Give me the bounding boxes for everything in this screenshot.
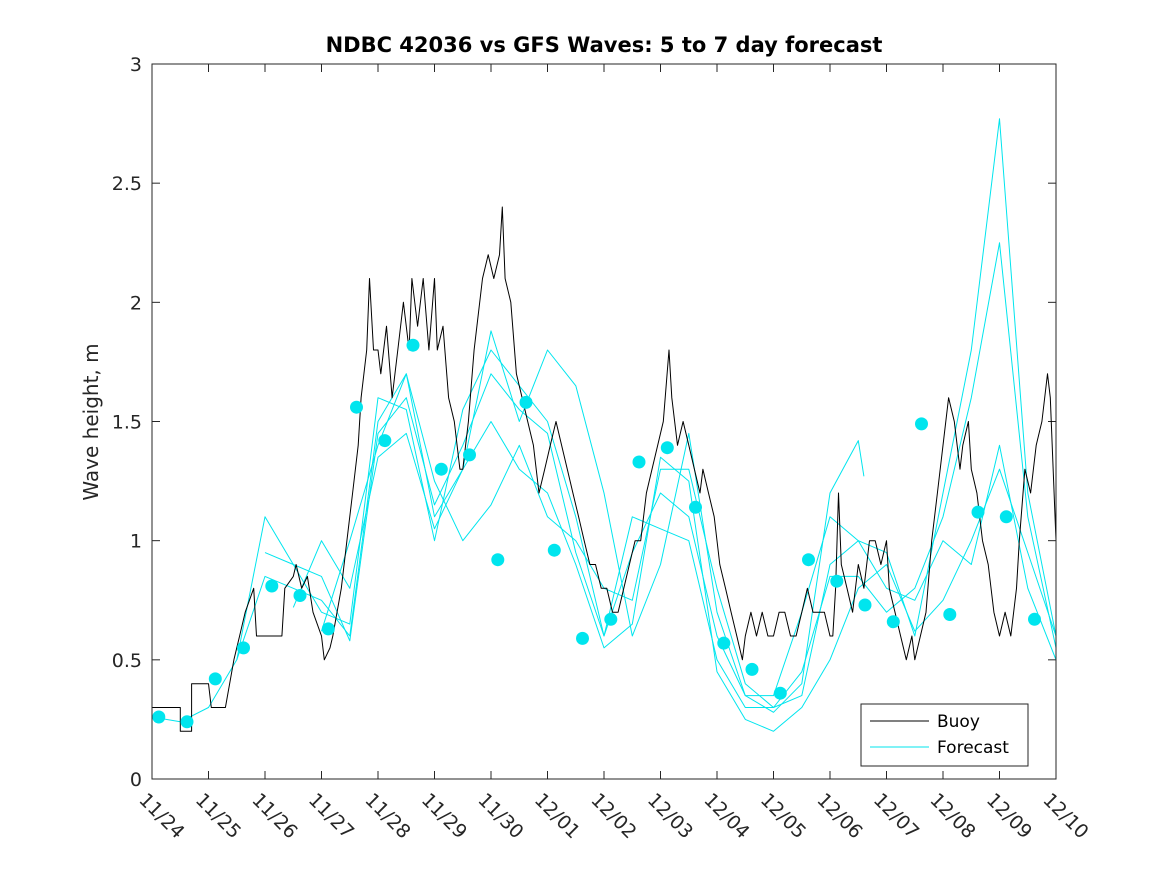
y-tick-label: 1	[130, 531, 142, 553]
forecast-marker	[1028, 612, 1041, 626]
forecast-marker	[321, 622, 335, 636]
forecast-run-d-line	[292, 421, 1056, 732]
forecast-marker	[689, 500, 702, 514]
forecast-marker	[152, 710, 166, 724]
forecast-marker	[632, 455, 646, 469]
legend-buoy-label: Buoy	[937, 712, 980, 732]
forecast-marker	[660, 441, 674, 455]
forecast-marker	[915, 417, 928, 431]
axes-box	[151, 63, 1057, 780]
forecast-marker	[237, 641, 250, 655]
forecast-marker	[886, 615, 900, 629]
y-tick-label: 3	[130, 54, 142, 76]
forecast-marker	[406, 338, 420, 352]
forecast-marker	[180, 715, 194, 729]
forecast-marker	[491, 553, 505, 567]
forecast-marker	[463, 448, 476, 462]
forecast-marker	[378, 434, 392, 448]
forecast-markers	[152, 338, 1041, 729]
forecast-marker	[434, 462, 448, 476]
forecast-run-c-line	[264, 242, 1056, 708]
series-layer	[152, 118, 1056, 732]
forecast-marker	[293, 589, 307, 602]
y-tick-label: 2.5	[112, 173, 142, 195]
forecast-marker	[773, 686, 787, 700]
forecast-marker	[999, 510, 1013, 524]
forecast-marker	[745, 662, 759, 676]
forecast-marker	[576, 631, 589, 645]
forecast-marker	[943, 608, 957, 621]
forecast-marker	[830, 574, 844, 588]
forecast-marker	[350, 400, 363, 414]
forecast-marker	[802, 553, 815, 567]
legend: Buoy Forecast	[860, 703, 1029, 767]
legend-box	[860, 703, 1029, 767]
buoy-line	[152, 206, 1056, 732]
forecast-marker	[971, 505, 985, 519]
forecast-marker	[547, 543, 561, 557]
y-axis-ticks: 0 0.5 1 1.5 2 2.5 3	[112, 54, 1056, 791]
forecast-marker	[208, 672, 222, 686]
forecast-run-e-line	[321, 330, 865, 713]
forecast-marker	[265, 579, 279, 593]
y-tick-label: 2	[130, 292, 142, 314]
y-axis-label: Wave height, m	[79, 343, 103, 500]
forecast-marker	[519, 395, 533, 409]
plot-area	[152, 64, 1056, 779]
forecast-marker	[604, 612, 618, 626]
y-tick-label: 0.5	[112, 650, 142, 672]
legend-forecast-label: Forecast	[937, 738, 1009, 758]
chart-title: NDBC 42036 vs GFS Waves: 5 to 7 day fore…	[326, 33, 883, 57]
forecast-marker	[717, 636, 731, 650]
y-tick-label: 1.5	[112, 412, 142, 434]
y-tick-label: 0	[130, 769, 142, 791]
forecast-marker	[858, 598, 872, 612]
